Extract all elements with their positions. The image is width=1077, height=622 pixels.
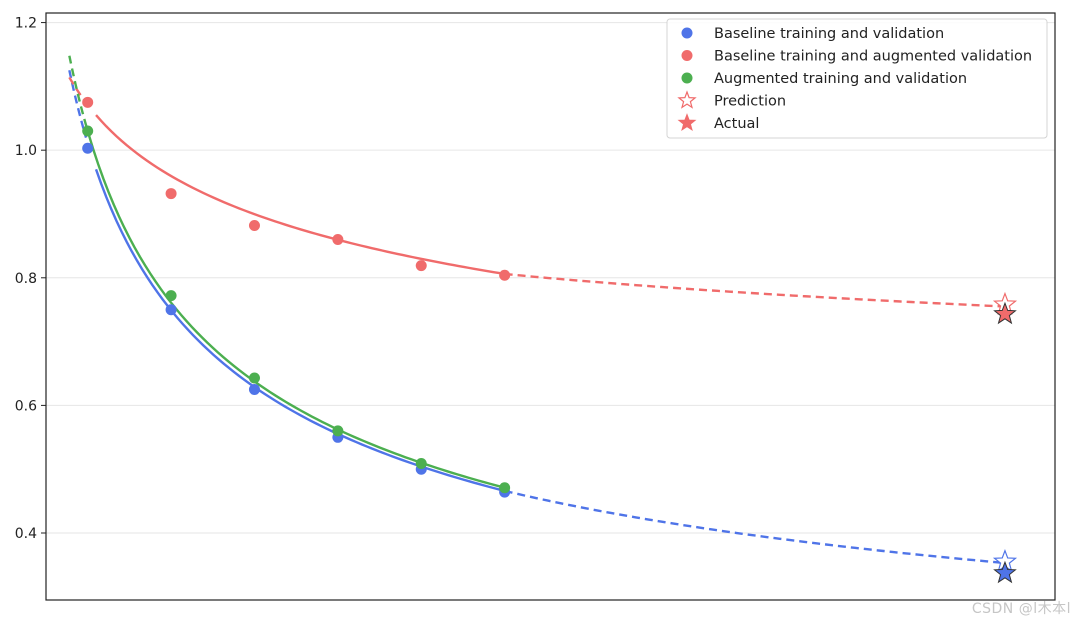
legend-label: Augmented training and validation	[714, 71, 967, 87]
data-point	[82, 96, 94, 108]
data-point	[248, 219, 260, 231]
y-tick-label: 1.0	[15, 143, 37, 159]
data-point	[332, 234, 344, 246]
fit-curve-solid	[95, 114, 505, 276]
data-point	[165, 290, 177, 302]
fit-curve-lead-dashed	[68, 55, 89, 132]
data-point	[165, 304, 177, 316]
fit-curve-solid	[86, 130, 505, 489]
data-point	[248, 383, 260, 395]
legend: Baseline training and validation Baseline…	[666, 18, 1048, 139]
legend-marker	[677, 113, 697, 132]
data-points	[82, 96, 511, 498]
y-tick-label: 0.6	[15, 398, 37, 414]
data-point	[248, 372, 260, 384]
y-tick-label: 1.2	[15, 16, 37, 32]
actual-star	[993, 301, 1017, 325]
legend-marker	[677, 90, 697, 109]
actual-star	[993, 560, 1017, 584]
data-point	[499, 269, 511, 281]
fit-curves	[68, 55, 1006, 565]
plot-area-frame	[45, 12, 1056, 601]
data-point	[415, 457, 427, 469]
y-axis: 0.4 0.6 0.8 1.0 1.2	[15, 16, 46, 542]
fit-curve-extrapolation-dashed	[504, 489, 1006, 565]
data-point	[82, 125, 94, 137]
data-point	[499, 482, 511, 494]
fit-curve-extrapolation-dashed	[504, 272, 1006, 308]
legend-label: Prediction	[714, 94, 786, 110]
legend-marker	[681, 50, 693, 61]
legend-box	[666, 18, 1048, 139]
data-point	[332, 425, 344, 437]
legend-label: Actual	[714, 116, 759, 132]
data-point	[82, 142, 94, 154]
data-point	[165, 188, 177, 200]
legend-marker	[681, 27, 693, 39]
legend-label: Baseline training and augmented validati…	[714, 49, 1032, 65]
legend-label: Baseline training and validation	[714, 26, 944, 42]
legend-marker	[681, 72, 693, 84]
y-tick-label: 0.8	[15, 271, 37, 287]
prediction-markers	[992, 291, 1018, 584]
data-point	[415, 260, 427, 272]
fit-curve-solid	[94, 168, 505, 493]
y-tick-label: 0.4	[15, 526, 37, 542]
watermark: CSDN @l木本l	[971, 601, 1071, 617]
